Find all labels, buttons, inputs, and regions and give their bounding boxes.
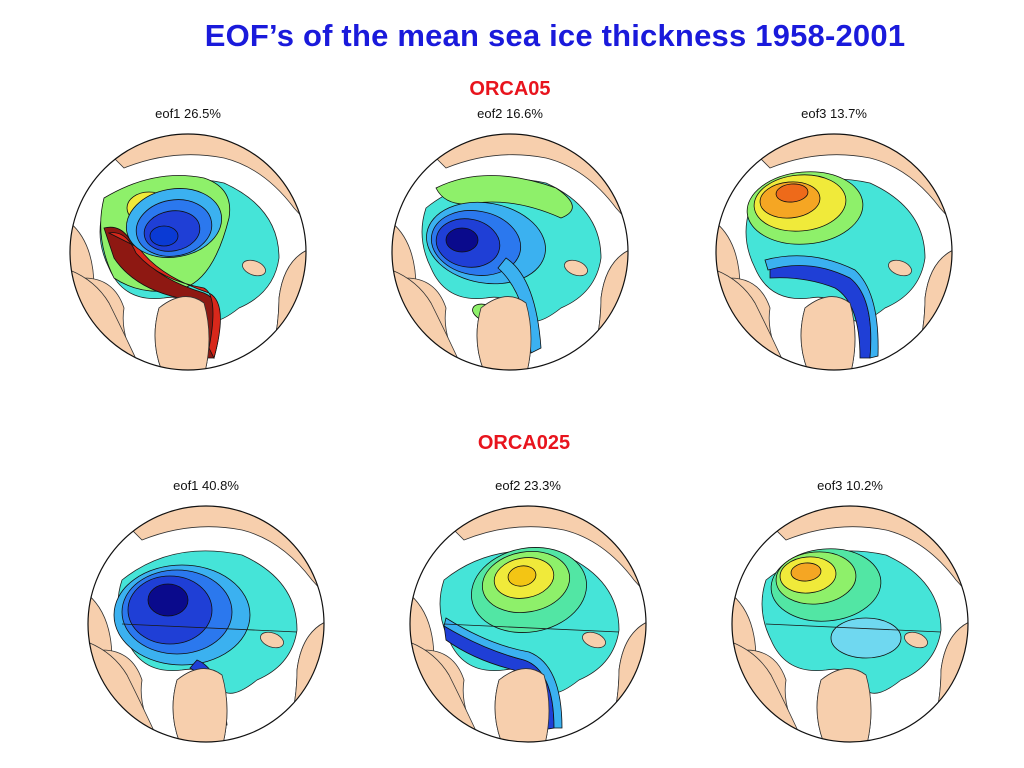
panel-caption: eof3 13.7% xyxy=(801,106,867,121)
row-label-orca05: ORCA05 xyxy=(469,78,551,100)
map-layers xyxy=(392,134,628,370)
contour-gold-core xyxy=(507,565,537,587)
land-greenland xyxy=(494,668,550,742)
arctic-map-eof2-orca05 xyxy=(391,133,629,371)
land-white-region xyxy=(556,308,628,370)
map-outline xyxy=(731,505,969,743)
contour-light-blue-arc xyxy=(443,617,563,729)
panel-caption: eof2 23.3% xyxy=(495,478,561,493)
land-greenland xyxy=(800,296,856,370)
slide-title: EOF’s of the mean sea ice thickness 1958… xyxy=(204,18,906,53)
map-layers xyxy=(70,134,306,370)
land-greenland xyxy=(816,668,872,742)
land-greenland xyxy=(154,296,210,370)
contour-red-ridge xyxy=(107,232,221,360)
panel-caption: eof3 10.2% xyxy=(817,478,883,493)
island-svalbard xyxy=(904,631,928,649)
map-panel-orca05-eof3: eof3 13.7% xyxy=(710,106,958,386)
map-layers xyxy=(410,506,646,742)
contour-dark-blue-core xyxy=(149,225,179,247)
map-outline xyxy=(715,133,953,371)
map-outline xyxy=(409,505,647,743)
island-svalbard xyxy=(888,259,912,277)
contour-light-blue-patch xyxy=(830,617,902,659)
land-white-region xyxy=(896,680,968,742)
island-svalbard xyxy=(242,259,266,277)
map-panel-orca025-eof3: eof3 10.2% xyxy=(726,478,974,758)
row-label-orca025: ORCA025 xyxy=(477,432,571,454)
island-svalbard xyxy=(582,631,606,649)
contour-dark-blue-core xyxy=(445,227,479,253)
map-outline xyxy=(69,133,307,371)
island-svalbard xyxy=(260,631,284,649)
contour-orange-core xyxy=(790,562,822,582)
map-outline xyxy=(391,133,629,371)
land-greenland xyxy=(476,296,532,370)
arctic-map-eof3-orca025 xyxy=(731,505,969,743)
map-panel-orca025-eof1: eof1 40.8% xyxy=(82,478,330,758)
map-layers xyxy=(732,506,968,742)
land-greenland xyxy=(172,668,228,742)
map-layers xyxy=(88,506,324,742)
map-panel-orca025-eof2: eof2 23.3% xyxy=(404,478,652,758)
map-panel-orca05-eof1: eof1 26.5% xyxy=(64,106,312,386)
contour-light-blue-trough xyxy=(764,255,879,359)
map-layers xyxy=(716,134,952,370)
arctic-map-eof3-orca05 xyxy=(715,133,953,371)
panel-caption: eof1 40.8% xyxy=(173,478,239,493)
map-panel-orca05-eof2: eof2 16.6% xyxy=(386,106,634,386)
arctic-map-eof2-orca025 xyxy=(409,505,647,743)
contour-dark-blue-core xyxy=(147,583,189,617)
contour-meridian-line xyxy=(765,623,942,633)
arctic-map-eof1-orca025 xyxy=(87,505,325,743)
panel-caption: eof2 16.6% xyxy=(477,106,543,121)
land-white-region xyxy=(880,308,952,370)
island-svalbard xyxy=(564,259,588,277)
land-white-region xyxy=(252,680,324,742)
contour-dark-orange xyxy=(775,183,809,203)
contour-meridian-line xyxy=(443,623,620,633)
land-white-region xyxy=(234,308,306,370)
land-white-region xyxy=(574,680,646,742)
arctic-map-eof1-orca05 xyxy=(69,133,307,371)
map-outline xyxy=(87,505,325,743)
contour-meridian-line xyxy=(121,623,298,633)
panel-caption: eof1 26.5% xyxy=(155,106,221,121)
